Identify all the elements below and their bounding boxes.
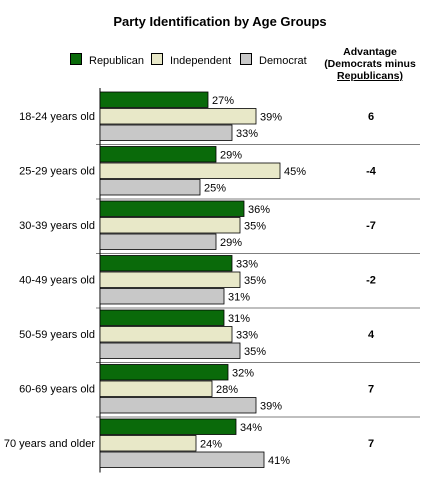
bar-independent-25-29-years-old — [99, 162, 281, 179]
advantage-value-25-29-years-old: -4 — [366, 165, 377, 177]
bar-democrat-50-59-years-old — [99, 342, 241, 359]
advantage-header-line-3: Republicans) — [337, 70, 403, 82]
bar-independent-50-59-years-old — [99, 326, 233, 343]
data-label-independent-25-29-years-old: 45% — [284, 166, 306, 178]
bar-republican-18-24-years-old — [99, 91, 209, 108]
bar-democrat-70-years-and-older — [99, 451, 265, 468]
category-label-30-39-years-old: 30-39 years old — [19, 220, 95, 232]
bar-democrat-40-49-years-old — [99, 288, 225, 305]
data-label-independent-18-24-years-old: 39% — [260, 112, 282, 124]
category-label-18-24-years-old: 18-24 years old — [19, 111, 95, 123]
data-label-democrat-60-69-years-old: 39% — [260, 401, 282, 413]
category-label-25-29-years-old: 25-29 years old — [19, 165, 95, 177]
data-label-republican-70-years-and-older: 34% — [240, 422, 262, 434]
data-label-independent-70-years-and-older: 24% — [200, 439, 222, 451]
data-label-democrat-25-29-years-old: 25% — [204, 183, 226, 195]
chart-title: Party Identification by Age Groups — [113, 14, 327, 29]
data-label-independent-50-59-years-old: 33% — [236, 330, 258, 342]
legend-swatch-republican — [70, 53, 82, 65]
data-label-republican-25-29-years-old: 29% — [220, 150, 242, 162]
data-label-republican-40-49-years-old: 33% — [236, 259, 258, 271]
bar-democrat-18-24-years-old — [99, 124, 233, 141]
category-label-70-years-and-older: 70 years and older — [4, 438, 95, 450]
category-label-40-49-years-old: 40-49 years old — [19, 274, 95, 286]
data-label-independent-60-69-years-old: 28% — [216, 384, 238, 396]
data-label-independent-30-39-years-old: 35% — [244, 221, 266, 233]
advantage-header-line-1: Advantage — [343, 46, 397, 58]
advantage-value-70-years-and-older: 7 — [368, 438, 374, 450]
bar-democrat-60-69-years-old — [99, 397, 257, 414]
data-label-democrat-40-49-years-old: 31% — [228, 292, 250, 304]
category-label-60-69-years-old: 60-69 years old — [19, 383, 95, 395]
legend-label-republican: Republican — [89, 55, 145, 67]
legend-item-democrat: Democrat — [240, 53, 307, 67]
legend-item-republican: Republican — [70, 53, 144, 67]
bar-independent-70-years-and-older — [99, 435, 197, 452]
legend-label-democrat: Democrat — [259, 55, 307, 67]
bar-independent-40-49-years-old — [99, 271, 241, 288]
data-label-democrat-30-39-years-old: 29% — [220, 237, 242, 249]
advantage-value-50-59-years-old: 4 — [368, 329, 375, 341]
advantage-value-40-49-years-old: -2 — [366, 274, 376, 286]
data-label-democrat-18-24-years-old: 33% — [236, 128, 258, 140]
advantage-value-60-69-years-old: 7 — [368, 383, 374, 395]
bar-republican-40-49-years-old — [99, 255, 233, 272]
data-label-democrat-50-59-years-old: 35% — [244, 346, 266, 358]
bar-independent-60-69-years-old — [99, 380, 213, 397]
data-label-republican-30-39-years-old: 36% — [248, 204, 270, 216]
legend-label-independent: Independent — [170, 55, 232, 67]
legend-swatch-democrat — [240, 53, 252, 65]
bar-democrat-30-39-years-old — [99, 233, 217, 250]
legend-swatch-independent — [151, 53, 163, 65]
bar-independent-18-24-years-old — [99, 108, 257, 125]
legend-item-independent: Independent — [151, 53, 231, 67]
data-label-democrat-70-years-and-older: 41% — [268, 455, 290, 467]
data-label-independent-40-49-years-old: 35% — [244, 275, 266, 287]
advantage-header-line-2: (Democrats minus — [324, 58, 416, 70]
data-label-republican-18-24-years-old: 27% — [212, 95, 234, 107]
bar-democrat-25-29-years-old — [99, 179, 201, 196]
advantage-value-18-24-years-old: 6 — [368, 111, 374, 123]
bar-republican-25-29-years-old — [99, 146, 217, 163]
bar-republican-60-69-years-old — [99, 364, 229, 381]
bar-republican-30-39-years-old — [99, 200, 245, 217]
bar-republican-70-years-and-older — [99, 418, 237, 435]
bar-republican-50-59-years-old — [99, 309, 225, 326]
advantage-header: Advantage (Democrats minus Republicans) — [322, 46, 418, 82]
data-label-republican-50-59-years-old: 31% — [228, 313, 250, 325]
category-label-50-59-years-old: 50-59 years old — [19, 329, 95, 341]
data-label-republican-60-69-years-old: 32% — [232, 368, 254, 380]
advantage-value-30-39-years-old: -7 — [366, 220, 376, 232]
bar-independent-30-39-years-old — [99, 217, 241, 234]
